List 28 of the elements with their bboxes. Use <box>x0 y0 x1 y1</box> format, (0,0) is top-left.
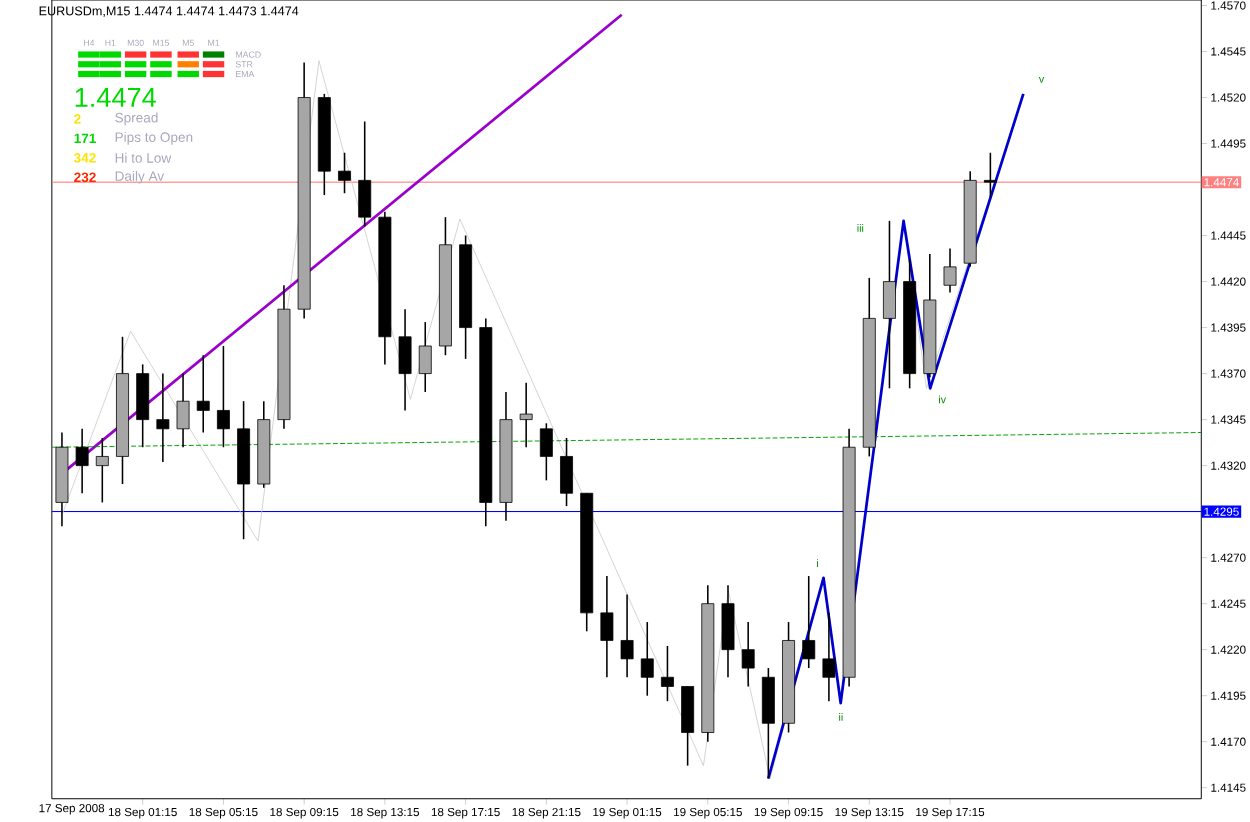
candlestick <box>600 575 614 678</box>
candlestick <box>802 575 816 669</box>
candlestick <box>176 372 190 448</box>
candlestick <box>519 381 533 448</box>
candlestick <box>75 427 89 494</box>
candlestick <box>943 247 957 294</box>
candlestick <box>358 120 372 228</box>
candlestick <box>560 437 573 507</box>
candlestick <box>539 422 553 482</box>
candlestick <box>418 321 432 393</box>
candlestick <box>156 372 170 463</box>
candlestick <box>681 685 695 767</box>
candlestick <box>398 308 412 412</box>
candlestick <box>721 584 735 678</box>
candlestick <box>822 612 836 702</box>
candlestick <box>196 354 210 434</box>
candlestick <box>95 437 109 504</box>
candlestick <box>741 621 755 688</box>
candlestick <box>883 220 896 390</box>
candlestick <box>216 345 230 448</box>
candlestick <box>136 363 150 448</box>
annotation: 1.4474 <box>75 87 156 107</box>
candlestick <box>661 645 674 702</box>
candlestick <box>620 593 634 678</box>
candlestick <box>761 667 775 780</box>
candlestick <box>983 151 997 198</box>
candlestick <box>338 151 351 194</box>
candlestick <box>640 621 654 697</box>
